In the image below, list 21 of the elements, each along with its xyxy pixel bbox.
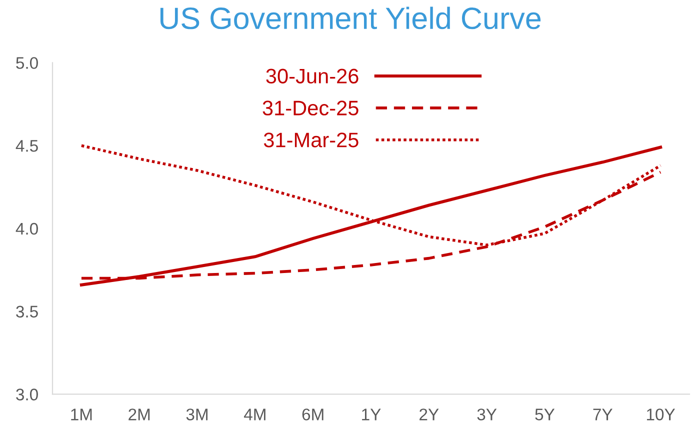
x-tick-label: 1Y [362,408,381,420]
x-tick-label: 6M [302,408,324,420]
x-tick-label: 2M [128,408,150,420]
x-tick-label: 1M [71,408,92,420]
line-series [80,146,662,286]
y-tick-label: 3.0 [16,388,38,400]
y-tick-label: 4.0 [16,222,38,235]
chart-title: US Government Yield Curve [160,6,541,30]
x-tick-label: 7Y [593,408,612,420]
x-tick-label: 3M [186,408,208,420]
legend-label: 31-Mar-25 [264,132,358,148]
legend-label: 31-Dec-25 [262,100,358,116]
y-tick-label: 5.0 [16,57,38,69]
legend-label: 30-Jun-26 [266,68,358,84]
x-tick-label: 4M [244,408,266,420]
x-tick-label: 3Y [477,408,497,420]
x-tick-label: 10Y [646,408,676,420]
x-tick-label: 2Y [420,408,439,420]
y-tick-label: 3.5 [16,306,38,318]
y-tick-label: 4.5 [16,140,38,152]
x-tick-label: 5Y [535,408,555,420]
